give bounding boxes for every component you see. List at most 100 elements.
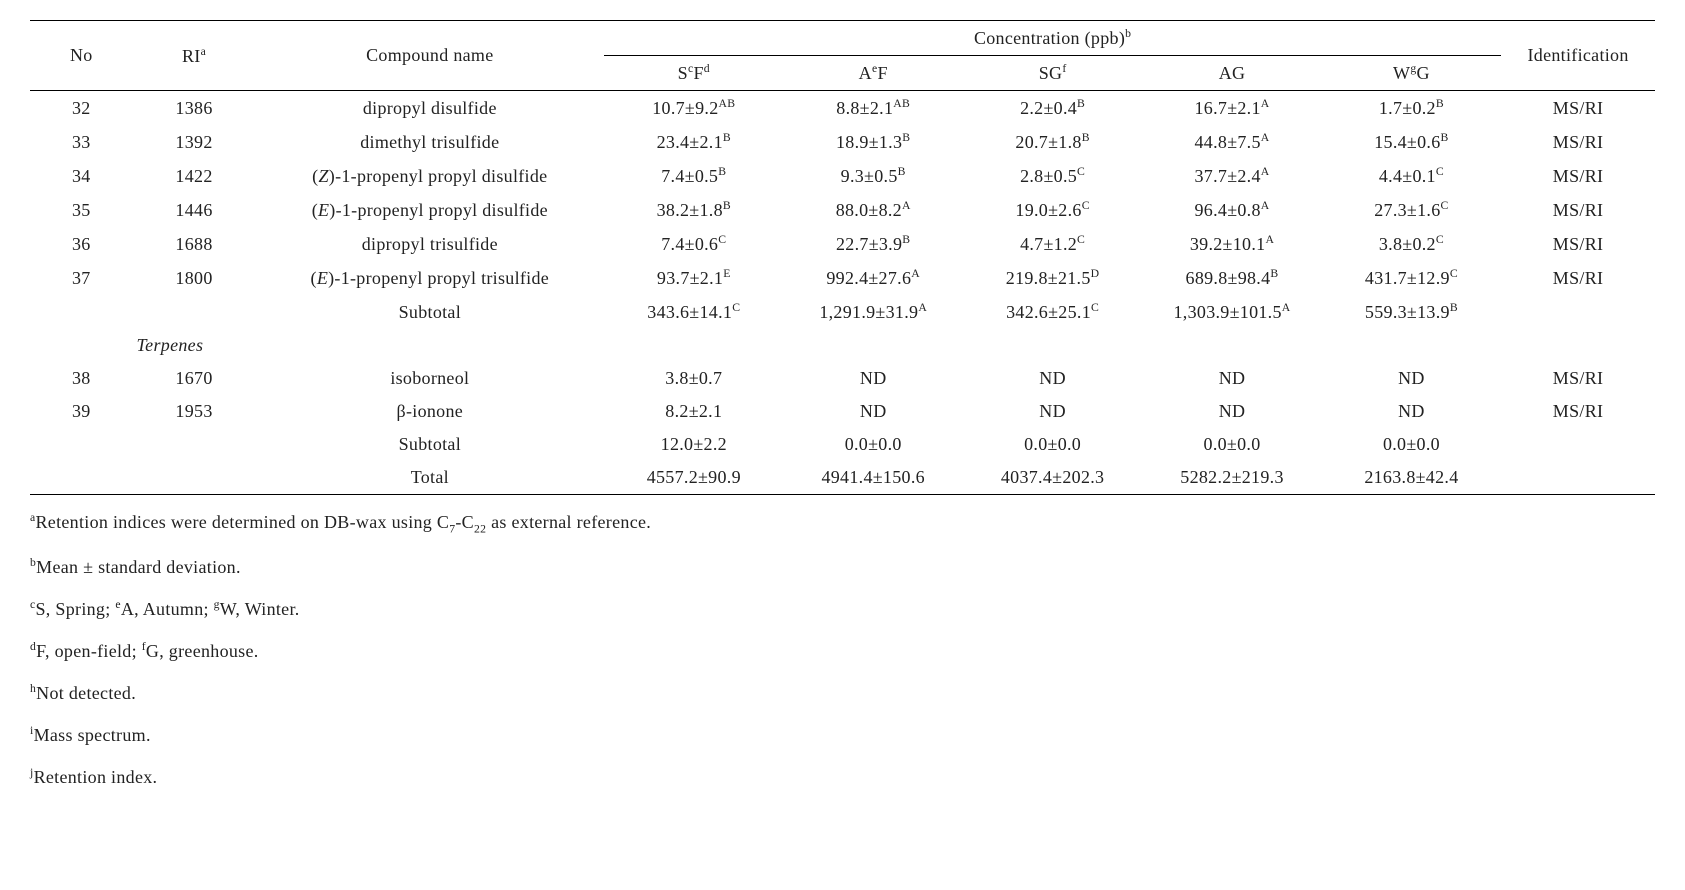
value-cell: 7.4±0.5B <box>604 159 783 193</box>
compound-name: (E)-1-propenyl propyl trisulfide <box>256 261 605 295</box>
table-row: 371800(E)-1-propenyl propyl trisulfide93… <box>30 261 1655 295</box>
value-cell: ND <box>784 362 963 395</box>
footnote-a: aRetention indices were determined on DB… <box>30 501 1655 546</box>
value-cell: 38.2±1.8B <box>604 193 783 227</box>
value-cell: 12.0±2.2 <box>604 428 783 461</box>
value-cell: 19.0±2.6C <box>963 193 1142 227</box>
cell-ri: 1446 <box>133 193 256 227</box>
footnote-b: bMean ± standard deviation. <box>30 546 1655 588</box>
col-sg: SGf <box>963 56 1142 91</box>
value-cell: 0.0±0.0 <box>963 428 1142 461</box>
cell-ri: 1688 <box>133 227 256 261</box>
value-cell: ND <box>1142 395 1321 428</box>
value-cell: 7.4±0.6C <box>604 227 783 261</box>
cell-no <box>30 329 133 362</box>
empty-cell <box>256 329 605 362</box>
cell-no <box>30 295 133 329</box>
value-cell: 3.8±0.2C <box>1322 227 1501 261</box>
footnote-i: iMass spectrum. <box>30 714 1655 756</box>
cell-no: 36 <box>30 227 133 261</box>
value-cell: ND <box>1322 395 1501 428</box>
table-row: 381670isoborneol3.8±0.7NDNDNDNDMS/RI <box>30 362 1655 395</box>
label-cell: Subtotal <box>256 295 605 329</box>
value-cell: 22.7±3.9B <box>784 227 963 261</box>
value-cell: 4941.4±150.6 <box>784 461 963 495</box>
value-cell: 1,303.9±101.5A <box>1142 295 1321 329</box>
value-cell: ND <box>963 362 1142 395</box>
value-cell: 1.7±0.2B <box>1322 91 1501 126</box>
value-cell: 96.4±0.8A <box>1142 193 1321 227</box>
cell-no: 39 <box>30 395 133 428</box>
value-cell: 18.9±1.3B <box>784 125 963 159</box>
col-identification: Identification <box>1501 21 1655 91</box>
value-cell: 37.7±2.4A <box>1142 159 1321 193</box>
compound-name: dipropyl disulfide <box>256 91 605 126</box>
value-cell: 44.8±7.5A <box>1142 125 1321 159</box>
cell-no: 32 <box>30 91 133 126</box>
label-cell: Total <box>256 461 605 495</box>
value-cell: 4557.2±90.9 <box>604 461 783 495</box>
value-cell: 39.2±10.1A <box>1142 227 1321 261</box>
cell-no <box>30 428 133 461</box>
empty-cell <box>604 329 783 362</box>
cell-no: 34 <box>30 159 133 193</box>
cell-ri: 1670 <box>133 362 256 395</box>
table-row: 351446(E)-1-propenyl propyl disulfide38.… <box>30 193 1655 227</box>
cell-ri <box>133 461 256 495</box>
subtotal-row: Subtotal12.0±2.20.0±0.00.0±0.00.0±0.00.0… <box>30 428 1655 461</box>
cell-no: 38 <box>30 362 133 395</box>
compound-name: dipropyl trisulfide <box>256 227 605 261</box>
empty-cell <box>1501 329 1655 362</box>
col-ri: RIa <box>133 21 256 91</box>
value-cell: 431.7±12.9C <box>1322 261 1501 295</box>
cell-no: 35 <box>30 193 133 227</box>
value-cell: 343.6±14.1C <box>604 295 783 329</box>
cell-id <box>1501 428 1655 461</box>
value-cell: 342.6±25.1C <box>963 295 1142 329</box>
compound-name: β-ionone <box>256 395 605 428</box>
empty-cell <box>784 329 963 362</box>
value-cell: 10.7±9.2AB <box>604 91 783 126</box>
total-row: Total4557.2±90.94941.4±150.64037.4±202.3… <box>30 461 1655 495</box>
compound-name: (Z)-1-propenyl propyl disulfide <box>256 159 605 193</box>
value-cell: 23.4±2.1B <box>604 125 783 159</box>
table-row: 361688dipropyl trisulfide7.4±0.6C22.7±3.… <box>30 227 1655 261</box>
col-no: No <box>30 21 133 91</box>
footnote-c: cS, Spring; eA, Autumn; gW, Winter. <box>30 588 1655 630</box>
value-cell: ND <box>784 395 963 428</box>
empty-cell <box>1322 329 1501 362</box>
value-cell: 1,291.9±31.9A <box>784 295 963 329</box>
col-compound: Compound name <box>256 21 605 91</box>
value-cell: 3.8±0.7 <box>604 362 783 395</box>
col-af: AeF <box>784 56 963 91</box>
cell-ri: 1953 <box>133 395 256 428</box>
value-cell: 8.2±2.1 <box>604 395 783 428</box>
label-cell: Subtotal <box>256 428 605 461</box>
cell-id: MS/RI <box>1501 395 1655 428</box>
section-label: Terpenes <box>133 329 256 362</box>
value-cell: 5282.2±219.3 <box>1142 461 1321 495</box>
compound-name: dimethyl trisulfide <box>256 125 605 159</box>
cell-no: 37 <box>30 261 133 295</box>
compound-name: (E)-1-propenyl propyl disulfide <box>256 193 605 227</box>
col-ag: AG <box>1142 56 1321 91</box>
value-cell: 20.7±1.8B <box>963 125 1142 159</box>
cell-ri: 1422 <box>133 159 256 193</box>
cell-id: MS/RI <box>1501 125 1655 159</box>
table-body: 321386dipropyl disulfide10.7±9.2AB8.8±2.… <box>30 91 1655 495</box>
value-cell: 0.0±0.0 <box>784 428 963 461</box>
value-cell: 9.3±0.5B <box>784 159 963 193</box>
value-cell: 4.7±1.2C <box>963 227 1142 261</box>
empty-cell <box>1142 329 1321 362</box>
data-table: No RIa Compound name Concentration (ppb)… <box>30 20 1655 495</box>
cell-id: MS/RI <box>1501 159 1655 193</box>
compound-name: isoborneol <box>256 362 605 395</box>
value-cell: ND <box>1322 362 1501 395</box>
footnote-d: dF, open-field; fG, greenhouse. <box>30 630 1655 672</box>
value-cell: 2.2±0.4B <box>963 91 1142 126</box>
table-row: 391953β-ionone8.2±2.1NDNDNDNDMS/RI <box>30 395 1655 428</box>
value-cell: 93.7±2.1E <box>604 261 783 295</box>
value-cell: 27.3±1.6C <box>1322 193 1501 227</box>
cell-id: MS/RI <box>1501 261 1655 295</box>
value-cell: 0.0±0.0 <box>1322 428 1501 461</box>
